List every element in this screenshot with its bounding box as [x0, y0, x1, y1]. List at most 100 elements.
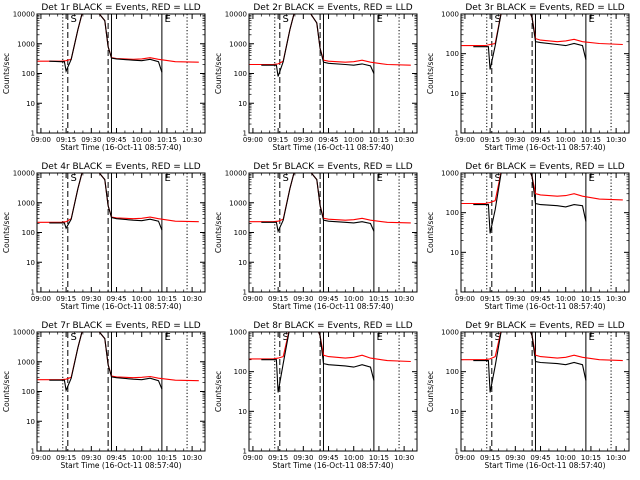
detector-panel-2: Det 2r BLACK = Events, RED = LLD 1 10 100 10…: [214, 3, 418, 152]
x-tick-label: 09:45: [530, 136, 550, 144]
y-tick-label: 10: [238, 100, 247, 108]
marker-letter: E: [589, 173, 595, 184]
y-axis-label: Counts/sec: [426, 53, 435, 94]
x-tick-label: 09:15: [268, 454, 288, 462]
x-tick-label: 09:00: [455, 295, 475, 303]
x-tick-label: 10:15: [581, 295, 601, 303]
y-tick-label: 10000: [13, 11, 35, 19]
series-events-line: [473, 173, 587, 234]
y-tick-label: 10000: [225, 11, 247, 19]
panel-title: Det 2r BLACK = Events, RED = LLD: [253, 3, 412, 13]
x-tick-label: 09:15: [268, 295, 288, 303]
y-tick-label: 1: [31, 448, 35, 456]
detector-panel-5: Det 5r BLACK = Events, RED = LLD 1 10 100 10…: [214, 162, 418, 311]
x-tick-label: 10:15: [157, 454, 177, 462]
x-tick-label: 10:00: [556, 136, 576, 144]
marker-letter: S: [282, 173, 288, 184]
y-tick-label: 1: [455, 289, 459, 297]
x-tick-label: 09:15: [56, 136, 76, 144]
y-tick-label: 1: [31, 130, 35, 138]
y-tick-label: 10: [450, 249, 459, 257]
y-tick-label: 1: [455, 130, 459, 138]
x-tick-label: 10:00: [556, 295, 576, 303]
x-axis-label: Start Time (16-Oct-11 08:57:40): [272, 461, 393, 470]
y-tick-label: 1000: [17, 199, 35, 207]
y-tick-label: 100: [22, 70, 35, 78]
y-tick-label: 10: [450, 90, 459, 98]
series-group: [37, 332, 199, 393]
x-tick-label: 09:30: [81, 454, 101, 462]
x-tick-label: 09:45: [318, 295, 338, 303]
x-tick-label: 10:00: [556, 454, 576, 462]
x-tick-label: 09:45: [530, 454, 550, 462]
x-tick-label: 10:00: [132, 454, 152, 462]
x-tick-label: 10:30: [606, 454, 626, 462]
x-tick-label: 10:15: [157, 136, 177, 144]
series-group: [461, 332, 623, 393]
detector-panel-1: Det 1r BLACK = Events, RED = LLD 1 10 100 10…: [2, 3, 206, 152]
x-tick-label: 10:30: [394, 136, 414, 144]
detector-panel-7: Det 7r BLACK = Events, RED = LLD 1 10 100 10…: [2, 321, 206, 470]
x-tick-label: 09:15: [480, 454, 500, 462]
series-events-line: [261, 173, 375, 234]
marker-letter: E: [589, 14, 595, 25]
marker-letter: S: [494, 14, 500, 25]
y-tick-label: 10000: [13, 170, 35, 178]
panel-title: Det 6r BLACK = Events, RED = LLD: [465, 162, 624, 172]
x-tick-label: 09:30: [81, 295, 101, 303]
series-group: [37, 173, 199, 231]
x-tick-label: 09:15: [56, 295, 76, 303]
y-tick-label: 10: [26, 100, 35, 108]
y-tick-label: 10000: [13, 329, 35, 337]
marker-letter: E: [377, 173, 383, 184]
y-tick-label: 1000: [441, 170, 459, 178]
y-tick-label: 10: [238, 259, 247, 267]
y-tick-label: 100: [446, 368, 459, 376]
x-tick-label: 09:45: [530, 295, 550, 303]
y-tick-label: 10: [450, 408, 459, 416]
panel-title: Det 7r BLACK = Events, RED = LLD: [41, 321, 200, 331]
x-axis-label: Start Time (16-Oct-11 08:57:40): [60, 302, 181, 311]
marker-letter: E: [165, 332, 171, 343]
x-tick-label: 10:30: [394, 454, 414, 462]
series-events-line: [473, 332, 587, 393]
panel-title: Det 3r BLACK = Events, RED = LLD: [465, 3, 624, 13]
detector-panel-9: Det 9r BLACK = Events, RED = LLD 1 10 100 10…: [426, 321, 630, 470]
panel-title: Det 1r BLACK = Events, RED = LLD: [41, 3, 200, 13]
series-group: [37, 14, 199, 73]
y-tick-label: 10: [238, 408, 247, 416]
panel-title: Det 9r BLACK = Events, RED = LLD: [465, 321, 624, 331]
x-tick-label: 10:00: [132, 136, 152, 144]
marker-letter: S: [282, 332, 288, 343]
x-tick-label: 10:00: [344, 136, 364, 144]
x-tick-label: 09:00: [455, 454, 475, 462]
series-lld-line: [461, 332, 623, 362]
x-axis-label: Start Time (16-Oct-11 08:57:40): [484, 302, 605, 311]
x-tick-label: 09:45: [106, 136, 126, 144]
marker-letter: S: [70, 173, 76, 184]
panel-title: Det 5r BLACK = Events, RED = LLD: [253, 162, 412, 172]
marker-letter: S: [494, 173, 500, 184]
marker-letter: E: [377, 332, 383, 343]
y-tick-label: 10000: [225, 170, 247, 178]
y-tick-label: 1000: [229, 40, 247, 48]
marker-letter: S: [70, 14, 76, 25]
series-group: [249, 14, 411, 77]
y-tick-label: 100: [234, 368, 247, 376]
y-tick-label: 1: [243, 130, 247, 138]
x-tick-label: 09:00: [243, 136, 263, 144]
y-tick-label: 100: [22, 229, 35, 237]
x-tick-label: 10:15: [581, 136, 601, 144]
plot-frame: [460, 331, 630, 452]
series-events-line: [49, 14, 163, 73]
panel-title: Det 8r BLACK = Events, RED = LLD: [253, 321, 412, 331]
x-axis-label: Start Time (16-Oct-11 08:57:40): [272, 143, 393, 152]
y-tick-label: 1: [243, 448, 247, 456]
y-axis-label: Counts/sec: [2, 53, 11, 94]
y-tick-label: 1000: [229, 329, 247, 337]
marker-letter: E: [165, 173, 171, 184]
x-tick-label: 09:30: [293, 136, 313, 144]
y-axis-label: Counts/sec: [426, 371, 435, 412]
x-tick-label: 10:00: [344, 454, 364, 462]
